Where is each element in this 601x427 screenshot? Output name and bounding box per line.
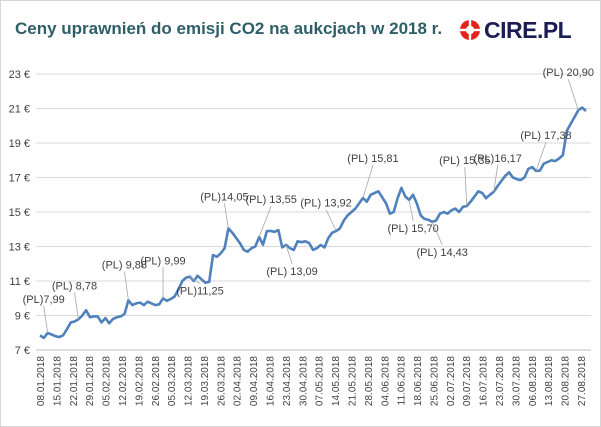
x-tick-label: 22.01.2018 [69, 356, 80, 406]
y-tick-label: 23 € [9, 69, 30, 81]
y-tick-label: 15 € [9, 207, 30, 219]
x-tick-label: 14.05.2018 [331, 356, 342, 406]
x-tick-label: 09.04.2018 [249, 356, 260, 406]
x-tick-label: 05.02.2018 [102, 356, 113, 406]
x-tick-label: 27.08.2018 [577, 356, 588, 406]
annotation-leader [567, 79, 579, 111]
chart-title: Ceny uprawnień do emisji CO2 na aukcjach… [15, 19, 443, 38]
x-tick-label: 04.06.2018 [380, 356, 391, 406]
x-tick-label: 09.07.2018 [462, 356, 473, 406]
annotation-leader [535, 141, 547, 172]
x-tick-label: 13.08.2018 [544, 356, 555, 406]
annotation-label: (PL) 20,90 [543, 67, 594, 79]
x-tick-label: 25.06.2018 [429, 356, 440, 406]
y-tick-label: 13 € [9, 242, 30, 254]
x-tick-label: 21.05.2018 [347, 356, 358, 406]
x-tick-label: 15.01.2018 [52, 356, 63, 406]
x-tick-label: 30.07.2018 [511, 356, 522, 406]
annotation-label: (PL) 13,55 [245, 194, 296, 206]
x-tick-label: 08.01.2018 [36, 356, 47, 406]
logo-text: CIRE.PL [484, 17, 572, 43]
x-tick-label: 02.07.2018 [446, 356, 457, 406]
annotation-label: (PL)14,05 [200, 191, 248, 203]
x-tick-label: 07.05.2018 [315, 356, 326, 406]
annotation-label: (PL) 13,09 [266, 266, 317, 278]
annotation-label: (PL) 9,88 [102, 259, 147, 271]
cire-logo[interactable]: CIRE.PL [457, 17, 572, 43]
annotation-label: (PL) 14,43 [417, 247, 468, 259]
annotation-leader [43, 305, 49, 333]
annotation-leader [325, 209, 337, 231]
cire-logo-icon [459, 19, 481, 41]
x-tick-label: 26.02.2018 [151, 356, 162, 406]
annotation-leader [431, 221, 443, 245]
annotation-leader [408, 199, 414, 221]
annotation-label: (PL) 15,70 [387, 223, 438, 235]
x-tick-label: 23.04.2018 [282, 356, 293, 406]
y-tick-label: 11 € [9, 276, 30, 288]
annotation-leader [258, 205, 272, 238]
x-tick-label: 30.04.2018 [298, 356, 309, 406]
annotation-label: (PL)16,17 [474, 153, 522, 165]
annotation-leader [493, 164, 499, 192]
x-tick-label: 16.04.2018 [266, 356, 277, 406]
x-tick-label: 28.05.2018 [364, 356, 375, 406]
annotation-leader [362, 164, 374, 199]
x-tick-label: 05.03.2018 [167, 356, 178, 406]
y-tick-label: 9 € [15, 311, 30, 323]
series-line [39, 106, 587, 340]
annotation-leader [74, 292, 79, 320]
x-tick-label: 06.08.2018 [528, 356, 539, 406]
x-tick-label: 23.07.2018 [495, 356, 506, 406]
annotation-leader [285, 244, 293, 265]
annotation-leader [124, 271, 129, 301]
annotation-leader [189, 276, 201, 285]
y-tick-label: 19 € [9, 138, 30, 150]
x-tick-label: 19.02.2018 [134, 356, 145, 406]
x-tick-label: 12.03.2018 [184, 356, 195, 406]
annotation-label: (PL) 9,99 [140, 255, 185, 267]
x-tick-label: 12.02.2018 [118, 356, 129, 406]
annotation-label: (PL) 8,78 [52, 280, 97, 292]
annotation-leader [224, 203, 229, 229]
annotation-label: (PL) 15,35 [439, 155, 490, 167]
x-tick-label: 02.04.2018 [233, 356, 244, 406]
x-tick-label: 20.08.2018 [561, 356, 572, 406]
y-tick-label: 7 € [15, 345, 30, 357]
annotation-label: (PL)7,99 [23, 294, 65, 306]
x-tick-label: 18.06.2018 [413, 356, 424, 406]
annotation-label: (PL) 17,38 [520, 130, 571, 142]
x-tick-label: 11.06.2018 [397, 356, 408, 406]
x-tick-label: 19.03.2018 [200, 356, 211, 406]
annotation-label: (PL)11,25 [176, 286, 224, 298]
y-tick-label: 21 € [9, 104, 30, 116]
annotation-leader [464, 166, 468, 206]
annotation-label: (PL) 15,81 [347, 153, 398, 165]
x-tick-label: 16.07.2018 [479, 356, 490, 406]
y-tick-label: 17 € [9, 173, 30, 185]
annotation-label: (PL) 13,92 [300, 198, 351, 210]
x-tick-label: 29.01.2018 [85, 356, 96, 406]
x-tick-label: 26.03.2018 [216, 356, 227, 406]
